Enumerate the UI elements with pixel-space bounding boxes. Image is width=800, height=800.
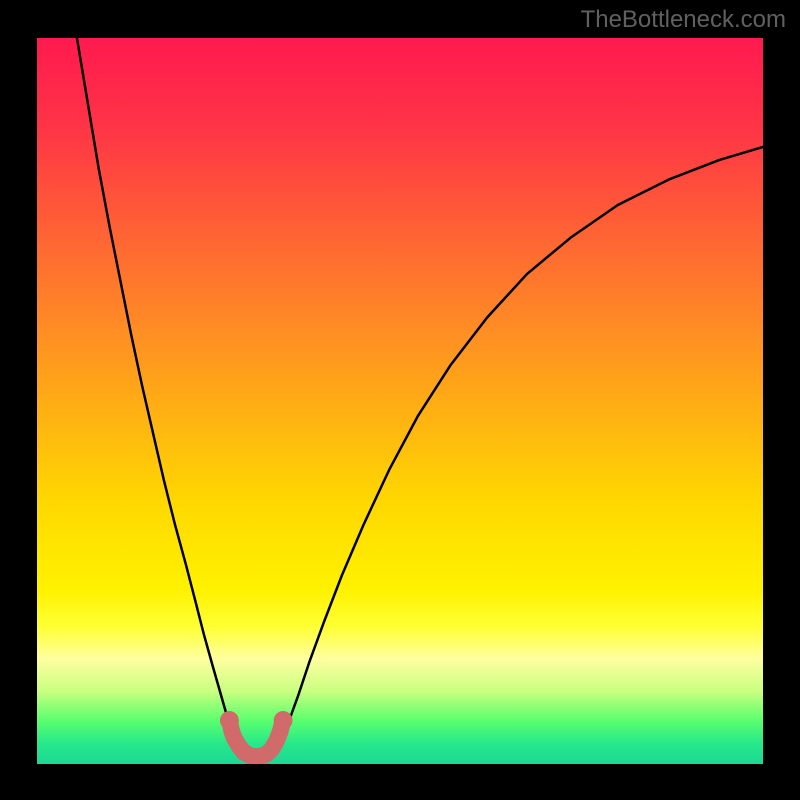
plot-area (37, 38, 763, 764)
watermark-text: TheBottleneck.com (581, 6, 786, 34)
optimal-range-cap-left (220, 711, 239, 730)
optimal-range-cap-right (274, 711, 293, 730)
bottleneck-curve-chart (37, 38, 763, 764)
chart-canvas: TheBottleneck.com (0, 0, 800, 800)
